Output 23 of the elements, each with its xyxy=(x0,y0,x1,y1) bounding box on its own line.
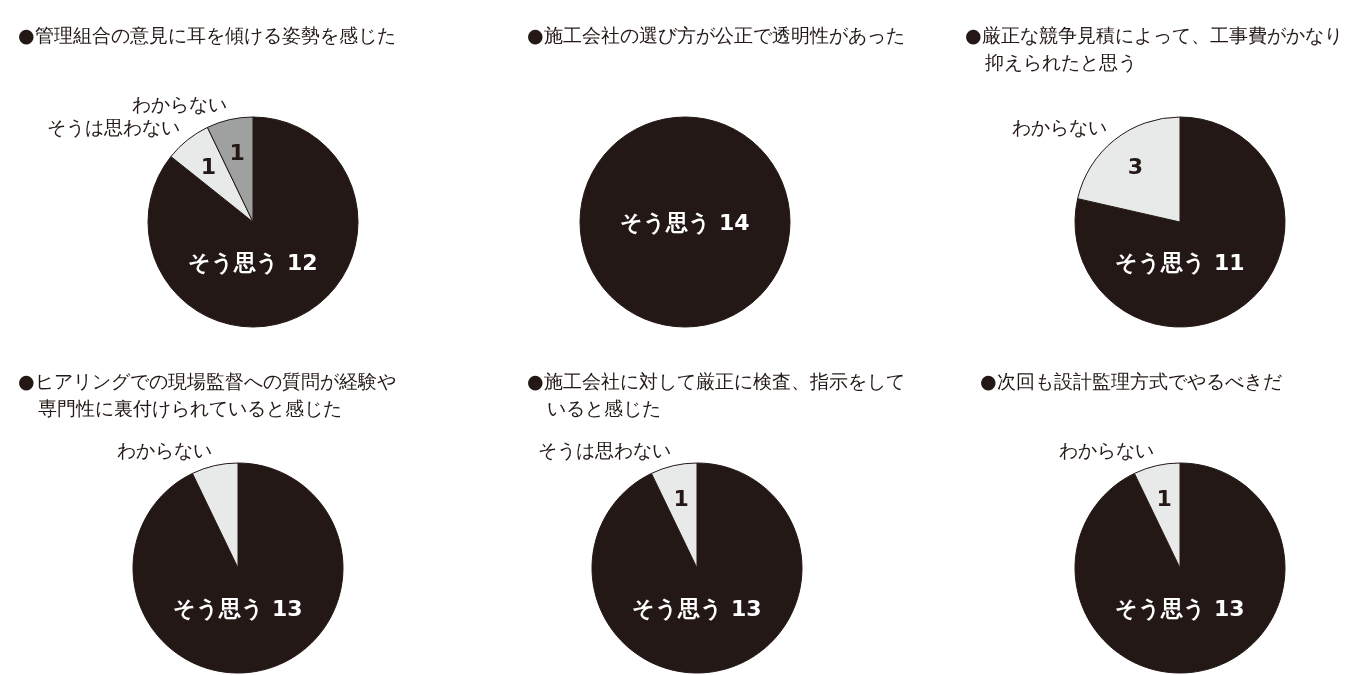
chart-title: ●管理組合の意見に耳を傾ける姿勢を感じた xyxy=(18,23,397,48)
slice-label: そう思う 11 xyxy=(1115,249,1245,275)
chart-title: ●厳正な競争見積によって、工事費がかなり抑えられたと思う xyxy=(965,23,1344,75)
slice-label: そう思う 13 xyxy=(173,595,303,621)
data-label: 1 xyxy=(673,486,689,512)
slice-label: そうは思わない xyxy=(46,116,180,139)
slice-label: そう思う 14 xyxy=(620,210,750,235)
data-label: 1 xyxy=(229,140,245,166)
slice-label: わからない xyxy=(1058,439,1154,462)
slice-label: そう思う 13 xyxy=(1115,595,1245,621)
chart-title: ●次回も設計監理方式でやるべきだ xyxy=(980,369,1283,394)
slice-label: そう思う 12 xyxy=(188,249,318,275)
slice-label: そうは思わない xyxy=(537,439,671,462)
data-label: 3 xyxy=(1127,154,1144,180)
data-label: 1 xyxy=(200,154,217,180)
chart-title: ●施工会社に対して厳正に検査、指示をしていると感じた xyxy=(527,369,906,421)
chart-title: ●施工会社の選び方が公正で透明性があった xyxy=(527,23,906,48)
slice-label: そう思う 13 xyxy=(632,595,762,621)
chart-title: ●ヒアリングでの現場監督への質問が経験や専門性に裏付けられていると感じた xyxy=(18,369,397,421)
data-label: 1 xyxy=(1156,486,1172,512)
slice-label: わからない xyxy=(1011,116,1107,139)
slice-label: わからない xyxy=(116,439,212,462)
slice-label: わからない xyxy=(131,93,227,116)
